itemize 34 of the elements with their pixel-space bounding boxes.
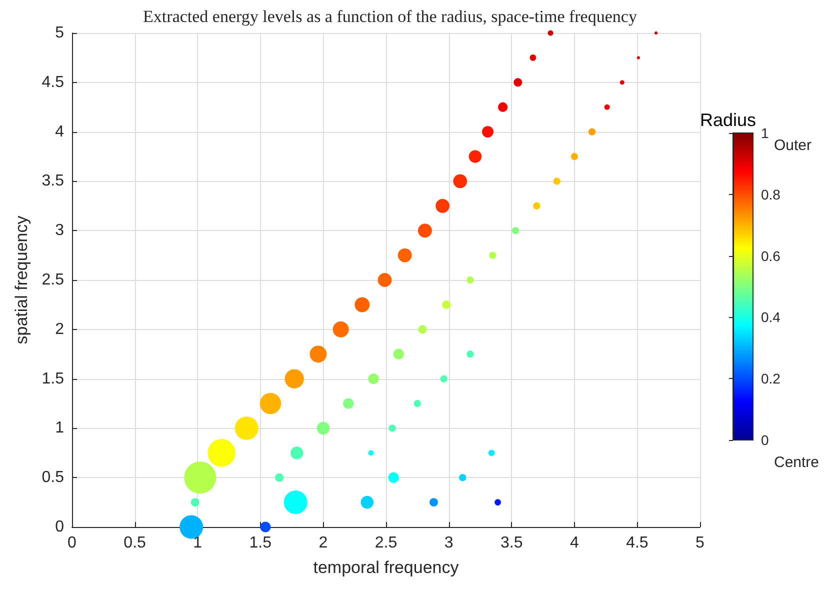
y-tick-label: 5 (55, 24, 64, 42)
y-tick-label: 0.5 (42, 469, 64, 486)
y-axis-title: spatial frequency (12, 215, 31, 344)
y-tick-label: 1.5 (42, 370, 64, 388)
x-tick-label: 3 (444, 534, 454, 552)
y-tick-label: 2 (55, 320, 64, 338)
x-tick-label: 0.5 (124, 534, 146, 552)
y-tick-label: 0 (55, 518, 64, 536)
x-tick-label: 5 (696, 534, 705, 552)
x-tick-label: 4 (570, 534, 579, 552)
text: Centre (774, 454, 820, 471)
y-tick-label: 4 (55, 123, 64, 140)
y-tick-label: 3.5 (42, 172, 64, 190)
x-tick-label: 1.5 (249, 534, 272, 552)
chart-title: Extracted energy levels as a function of the radius, space-time frequency (143, 7, 638, 26)
color-bar-title: Radius (700, 110, 756, 130)
y-tick-label: 2.5 (42, 272, 64, 288)
x-tick-label: 4.5 (626, 534, 648, 552)
y-tick-label: 1 (55, 420, 64, 437)
color-bar-label: 0.4 (761, 309, 781, 326)
color-bar-label: 0 (761, 432, 769, 448)
y-tick-label: 4.5 (42, 74, 64, 91)
x-tick-label: 1 (193, 534, 202, 552)
x-tick-label: 0 (68, 534, 77, 552)
color-bar-label: 0.2 (761, 370, 781, 387)
x-tick-label: 2.5 (374, 534, 398, 552)
x-tick-label: 2 (318, 534, 328, 552)
text: Outer (774, 137, 812, 154)
x-axis-title: temporal frequency (313, 558, 460, 577)
color-bar-label: 0.8 (761, 186, 781, 202)
color-bar-label: 1 (761, 125, 769, 141)
color-bar-label: 0.6 (761, 248, 781, 264)
x-tick-label: 3.5 (500, 534, 523, 552)
y-tick-label: 3 (55, 222, 64, 240)
